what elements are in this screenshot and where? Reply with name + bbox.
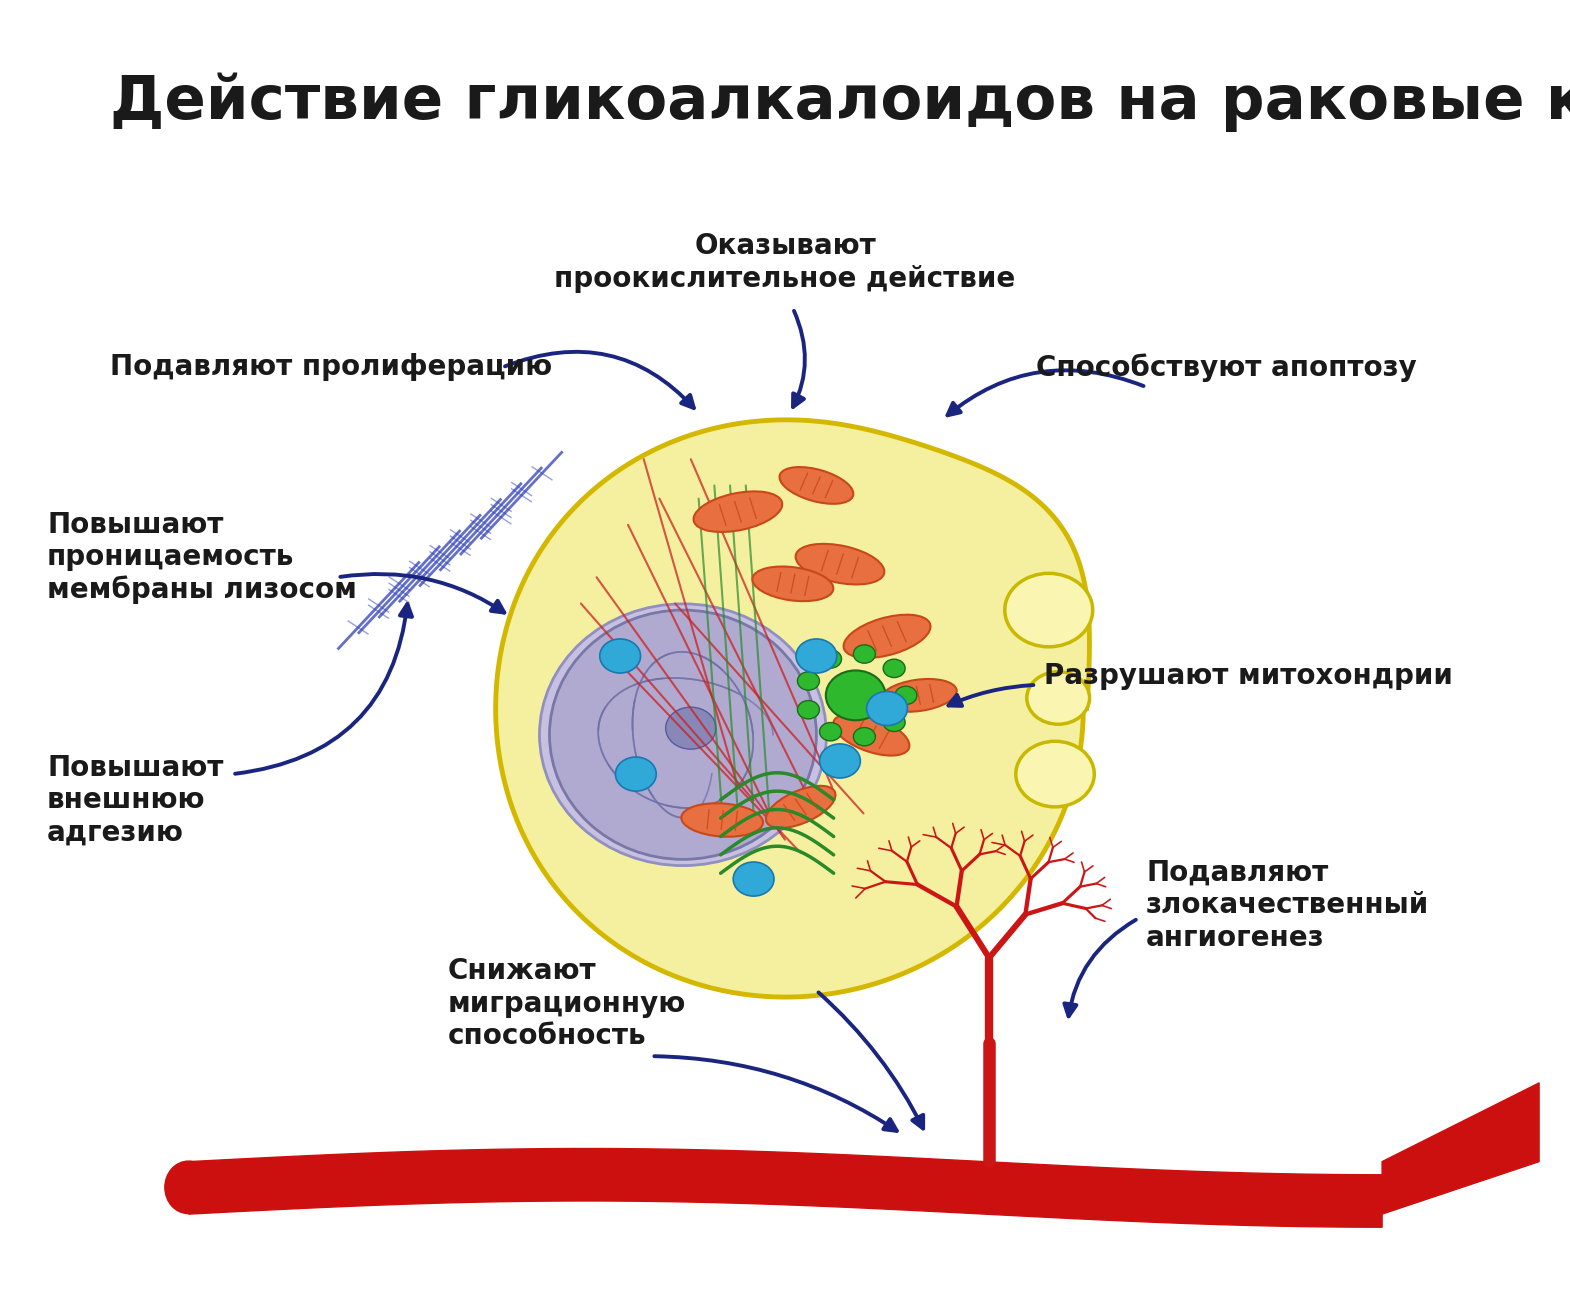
Text: Подавляют
злокачественный
ангиогенез: Подавляют злокачественный ангиогенез [1146,859,1429,951]
Text: Повышают
проницаемость
мембраны лизосом: Повышают проницаемость мембраны лизосом [47,510,356,605]
Circle shape [600,639,641,673]
FancyArrowPatch shape [948,685,1033,706]
Circle shape [1027,672,1090,724]
Text: Способствуют апоптозу: Способствуют апоптозу [1036,353,1418,382]
Circle shape [854,644,876,663]
Circle shape [1016,741,1094,807]
FancyArrowPatch shape [341,573,504,613]
Ellipse shape [834,714,909,756]
Ellipse shape [766,786,835,828]
Circle shape [666,707,716,749]
Circle shape [798,672,820,690]
Ellipse shape [843,615,931,657]
FancyArrowPatch shape [947,370,1143,416]
Polygon shape [496,420,1090,997]
Text: Действие гликоалкалоидов на раковые клетки: Действие гликоалкалоидов на раковые клет… [110,72,1570,131]
Circle shape [820,723,842,741]
FancyArrowPatch shape [236,604,411,774]
Circle shape [615,757,656,791]
Text: Оказывают
проокислительное действие: Оказывают проокислительное действие [554,232,1016,293]
Ellipse shape [881,680,956,711]
Ellipse shape [796,544,884,584]
FancyArrowPatch shape [793,311,805,407]
Circle shape [733,862,774,896]
Ellipse shape [681,803,763,837]
Text: Разрушают митохондрии: Разрушают митохондрии [1044,661,1452,690]
Circle shape [867,691,907,726]
Circle shape [826,670,885,720]
Ellipse shape [165,1161,212,1214]
Circle shape [798,701,820,719]
FancyArrowPatch shape [655,1056,896,1131]
Circle shape [1005,573,1093,647]
Text: Подавляют пролиферацию: Подавляют пролиферацию [110,353,553,382]
Circle shape [854,728,876,747]
Ellipse shape [540,604,826,866]
Circle shape [820,744,860,778]
Circle shape [884,659,906,677]
Circle shape [895,686,917,705]
Circle shape [820,649,842,668]
Ellipse shape [694,492,782,531]
Text: Повышают
внешнюю
адгезию: Повышают внешнюю адгезию [47,754,223,846]
Circle shape [884,714,906,732]
Text: Снижают
миграционную
способность: Снижают миграционную способность [447,958,686,1050]
Ellipse shape [779,467,854,504]
Circle shape [796,639,837,673]
FancyArrowPatch shape [506,352,694,408]
FancyArrowPatch shape [1064,920,1135,1017]
FancyArrowPatch shape [818,992,923,1128]
Ellipse shape [550,610,816,859]
Ellipse shape [752,567,834,601]
